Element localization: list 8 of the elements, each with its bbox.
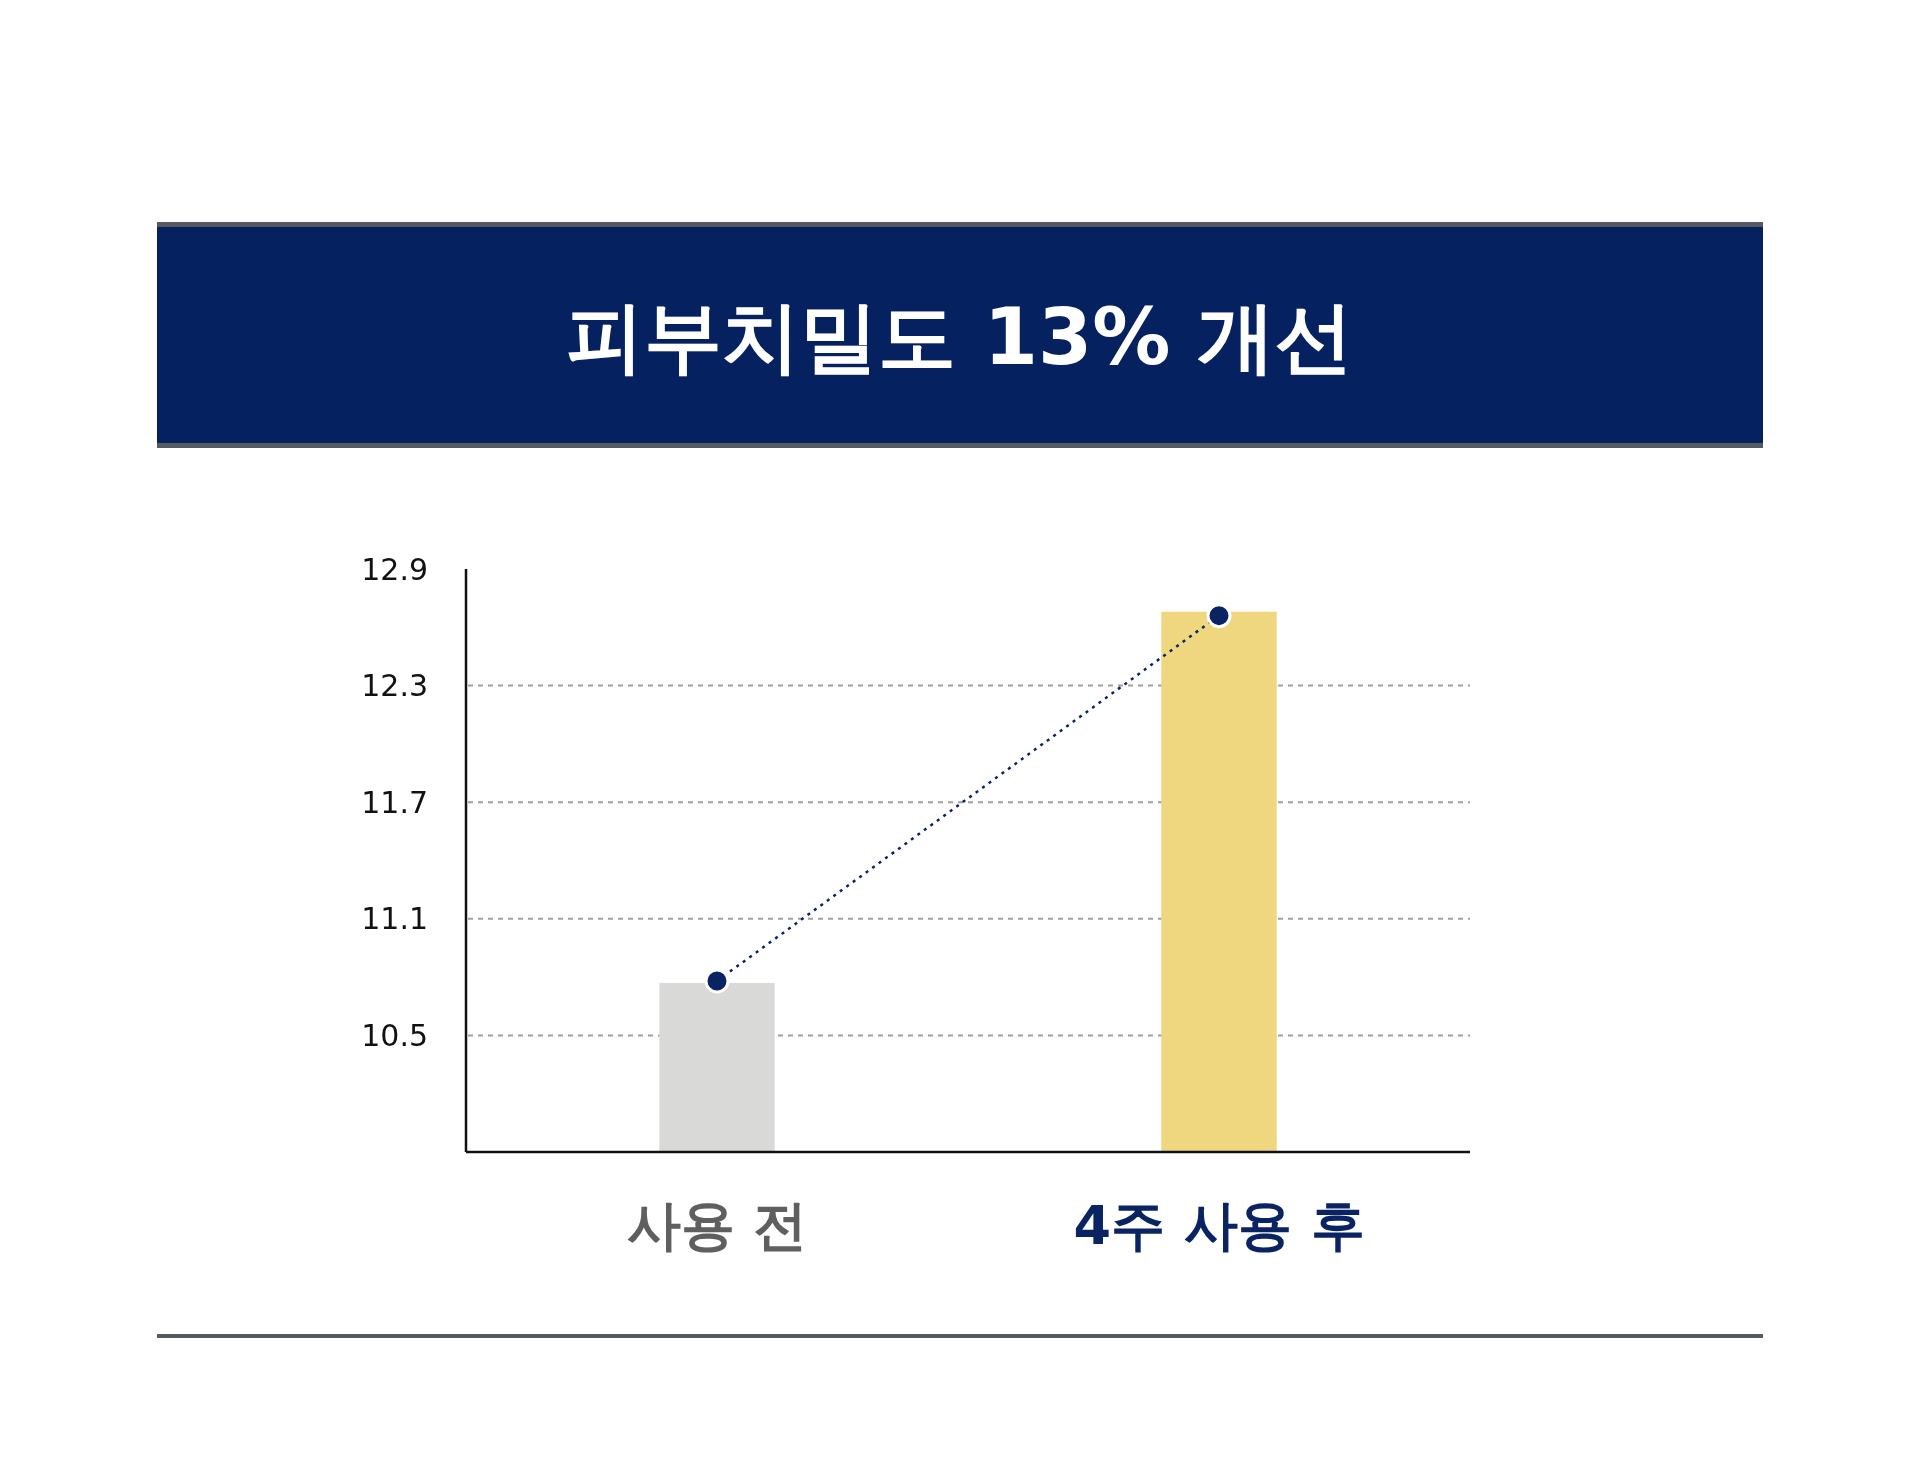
x-tick-label: 사용 전: [626, 1193, 808, 1257]
y-tick-label: 11.1: [361, 901, 428, 937]
y-tick-label: 11.7: [361, 784, 428, 820]
y-tick-label: 12.3: [361, 668, 428, 704]
y-tick-label: 10.5: [361, 1017, 428, 1053]
chart-title: 피부치밀도 13% 개선: [566, 292, 1354, 382]
x-tick-label: 4주 사용 후: [1073, 1193, 1365, 1257]
y-tick-label: 12.9: [361, 551, 428, 587]
